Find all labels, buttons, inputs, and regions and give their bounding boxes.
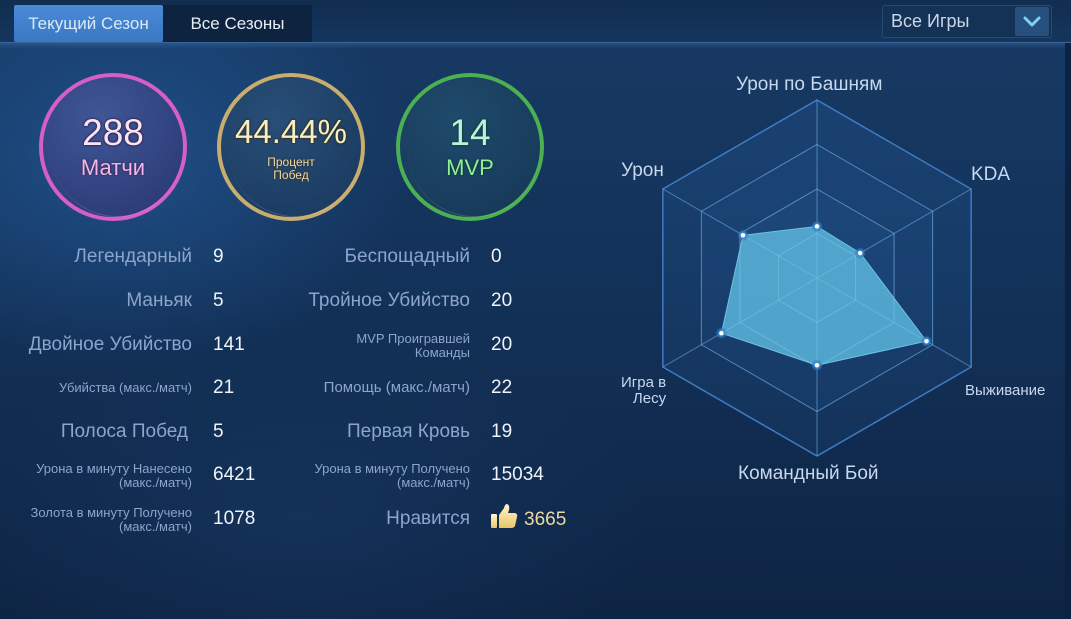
stat-label: Первая Кровь: [347, 421, 470, 442]
radar-data-point: [737, 229, 749, 241]
stat-label: Тройное Убийство: [308, 290, 470, 311]
radar-label-damage: Урон: [621, 160, 664, 181]
stat-savage: Маньяк: [0, 289, 192, 313]
win-rate-circle: 44.44% Процент Побед: [217, 73, 365, 221]
dropdown-toggle-button[interactable]: [1015, 7, 1049, 36]
radar-data-point: [811, 220, 823, 232]
stat-max-kills: Убийства (макс./матч): [0, 378, 192, 398]
stat-value: 0: [491, 246, 502, 267]
top-bar: Текущий Сезон Все Сезоны Все Игры: [0, 0, 1071, 49]
stat-value: 19: [491, 421, 513, 442]
radar-data-point: [715, 327, 727, 339]
stat-value: 9: [213, 246, 224, 267]
radar-grid: [662, 99, 972, 457]
radar-label-line2: Лесу: [632, 390, 667, 407]
likes-count: 3665: [524, 509, 567, 530]
stat-value: 15034: [491, 464, 544, 485]
stat-legendary: Легендарный: [0, 245, 192, 269]
stat-value: 20: [491, 334, 513, 355]
stat-value: 5: [213, 290, 224, 311]
radar-label-line1: Игра в: [621, 374, 667, 391]
stat-value: 22: [491, 377, 513, 398]
stat-label: Беспощадный: [344, 246, 470, 267]
stat-max-assists: Помощь (макс./матч): [240, 377, 470, 399]
stat-likes: Нравится: [240, 507, 470, 531]
season-tabs: Текущий Сезон Все Сезоны: [14, 5, 312, 42]
radar-label-teamfight: Командный Бой: [738, 463, 879, 484]
radar-data-point: [811, 359, 823, 371]
stat-label: MVP Проигравшей Команды: [356, 332, 470, 360]
thumbs-up-icon[interactable]: [490, 503, 518, 529]
stat-label-line1: Урона в минуту Получено: [314, 461, 470, 476]
radar-label-kda: KDA: [971, 164, 1011, 185]
stat-label-line2: (макс./матч): [119, 519, 192, 534]
matches-circle: 288 Матчи: [39, 73, 187, 221]
circle-inner-arc: [229, 85, 361, 217]
stat-label: Двойное Убийство: [28, 334, 192, 355]
dropdown-selected-value: Все Игры: [891, 11, 970, 31]
stat-label: Помощь (макс./матч): [323, 379, 470, 396]
stat-label-line1: Золота в минуту Получено: [30, 505, 192, 520]
stat-label: Полоса Побед: [60, 421, 188, 442]
mvp-circle: 14 MVP: [396, 73, 544, 221]
stat-label-line1: MVP Проигравшей: [356, 331, 470, 346]
radar-data-area: [720, 225, 928, 366]
stat-win-streak: Полоса Побед: [0, 420, 188, 444]
stat-label-line1: Урона в минуту Нанесено: [36, 461, 192, 476]
circle-inner-arc: [51, 85, 183, 217]
radar-inner-grid: [662, 100, 972, 456]
stat-max-damage-taken-per-min: Урона в минуту Получено (макс./матч): [240, 461, 470, 491]
stat-max-gold-per-min: Золота в минуту Получено (макс./матч): [0, 505, 192, 535]
stat-label: Маньяк: [126, 290, 192, 311]
stat-label-line2: (макс./матч): [119, 475, 192, 490]
stat-triple-kill: Тройное Убийство: [240, 289, 470, 313]
stat-label-line2: Команды: [414, 345, 470, 360]
right-edge-strip: [1065, 43, 1071, 619]
radar-label-jungle: Игра в Лесу: [621, 375, 666, 407]
radar-label-survival: Выживание: [965, 382, 1046, 399]
tab-all-seasons[interactable]: Все Сезоны: [163, 5, 312, 42]
stat-double-kill: Двойное Убийство: [0, 333, 192, 357]
stat-value: 5: [213, 421, 224, 442]
stat-label-line2: (макс./матч): [397, 475, 470, 490]
stat-value: 1078: [213, 508, 256, 529]
game-filter-dropdown[interactable]: Все Игры: [882, 5, 1052, 38]
radar-label-tower-damage: Урон по Башням: [736, 74, 883, 95]
stat-label: Золота в минуту Получено (макс./матч): [30, 506, 192, 534]
stat-label: Урона в минуту Нанесено (макс./матч): [36, 462, 192, 490]
stat-value: 6421: [213, 464, 256, 485]
chevron-down-icon: [1023, 16, 1041, 26]
stat-label: Нравится: [386, 508, 470, 529]
stat-first-blood: Первая Кровь: [240, 420, 470, 444]
stat-max-damage-per-min: Урона в минуту Нанесено (макс./матч): [0, 461, 192, 491]
tab-current-season[interactable]: Текущий Сезон: [14, 5, 163, 42]
stat-merciless: Беспощадный: [240, 245, 470, 269]
stat-label: Убийства (макс./матч): [59, 380, 192, 395]
radar-data-point: [854, 247, 866, 259]
radar-data-points: [715, 220, 932, 371]
radar-data-point: [920, 335, 932, 347]
stat-value: 21: [213, 377, 235, 398]
stat-value: 141: [213, 334, 245, 355]
circle-inner-arc: [408, 85, 540, 217]
stat-losing-mvp: MVP Проигравшей Команды: [240, 331, 470, 361]
stat-label: Урона в минуту Получено (макс./матч): [314, 462, 470, 490]
stat-label: Легендарный: [74, 246, 192, 267]
stat-value: 20: [491, 290, 513, 311]
